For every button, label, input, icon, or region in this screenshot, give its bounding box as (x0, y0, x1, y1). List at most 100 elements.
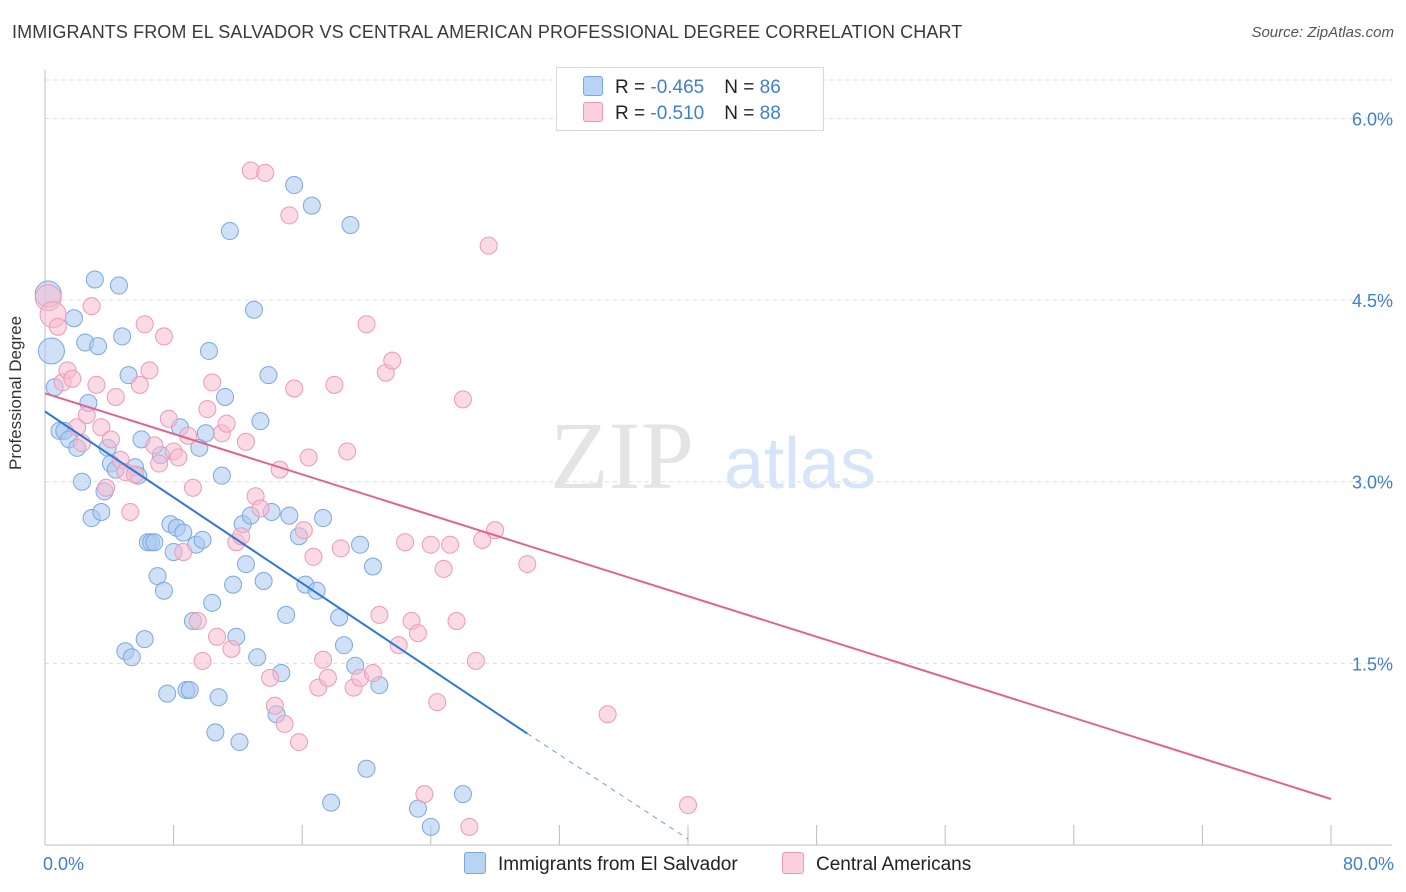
point-central-americans (325, 375, 344, 394)
point-central-americans (280, 206, 299, 225)
x-tick-label: 80.0% (1343, 854, 1394, 874)
point-central-americans (466, 651, 485, 670)
point-central-americans (106, 387, 125, 406)
point-el-salvador (351, 535, 370, 554)
point-central-americans (415, 785, 434, 804)
point-el-salvador (122, 648, 141, 667)
point-el-salvador (85, 270, 104, 289)
point-el-salvador (37, 337, 65, 365)
point-central-americans (130, 375, 149, 394)
point-el-salvador (109, 276, 128, 295)
point-el-salvador (64, 309, 83, 328)
point-el-salvador (322, 793, 341, 812)
y-axis-label: Professional Degree (6, 315, 25, 470)
point-el-salvador (174, 523, 193, 542)
point-central-americans (441, 535, 460, 554)
point-central-americans (370, 605, 389, 624)
point-el-salvador (203, 593, 222, 612)
point-el-salvador (180, 681, 199, 699)
point-central-americans (193, 651, 212, 670)
point-central-americans (261, 668, 280, 687)
point-el-salvador (206, 723, 225, 742)
series-central-americans-points (34, 161, 697, 836)
point-central-americans (314, 650, 333, 669)
point-el-salvador (92, 502, 111, 521)
point-central-americans (217, 414, 236, 433)
trend-lines (44, 392, 1332, 840)
watermark-atlas: atlas (724, 424, 876, 504)
point-el-salvador (285, 176, 304, 195)
watermark-zip: ZIP (550, 402, 694, 509)
y-tick-label: 3.0% (1352, 473, 1393, 493)
legend-n-value: 88 (759, 103, 781, 124)
point-central-americans (256, 163, 275, 182)
point-central-americans (48, 317, 67, 336)
point-el-salvador (280, 506, 299, 525)
point-central-americans (518, 555, 537, 574)
point-central-americans (63, 369, 82, 388)
point-central-americans (294, 521, 313, 540)
point-central-americans (357, 315, 376, 334)
point-central-americans (421, 535, 440, 554)
bottom-legend-label-el-salvador: Immigrants from El Salvador (498, 854, 738, 875)
trend-line-el-salvador (44, 410, 528, 735)
bottom-legend-swatch-pink (782, 852, 804, 874)
point-el-salvador (196, 424, 215, 443)
point-el-salvador (254, 572, 273, 591)
point-el-salvador (154, 581, 173, 600)
point-central-americans (479, 236, 498, 255)
point-central-americans (174, 542, 193, 561)
legend-r-label: R = (615, 77, 651, 98)
point-central-americans (598, 705, 617, 724)
point-central-americans (408, 624, 427, 643)
point-central-americans (145, 436, 164, 455)
point-el-salvador (216, 387, 235, 406)
point-el-salvador (209, 688, 228, 707)
point-central-americans (265, 696, 284, 715)
point-central-americans (140, 361, 159, 380)
point-central-americans (299, 448, 318, 467)
trend-line-el-salvador-extension (526, 733, 689, 840)
x-tick-label: 0.0% (43, 854, 84, 874)
legend-n-label: N = (724, 77, 760, 98)
y-tick-label: 6.0% (1352, 109, 1393, 129)
point-el-salvador (334, 636, 353, 655)
point-central-americans (82, 297, 101, 316)
legend-swatch-pink (583, 102, 603, 122)
tick-labels: 1.5% 3.0% 4.5% 6.0% 0.0% 80.0% (43, 109, 1394, 874)
bottom-legend-central-americans: Central Americans (782, 852, 971, 876)
point-el-salvador (158, 684, 177, 703)
point-el-salvador (314, 509, 333, 528)
point-central-americans (121, 502, 140, 521)
point-central-americans (87, 375, 106, 394)
point-central-americans (338, 442, 357, 461)
point-central-americans (304, 547, 323, 566)
point-el-salvador (193, 530, 212, 549)
point-el-salvador (135, 630, 154, 649)
point-central-americans (289, 733, 308, 752)
legend-r-label: R = (615, 103, 651, 124)
point-el-salvador (199, 341, 218, 360)
point-central-americans (363, 664, 382, 683)
point-central-americans (126, 465, 145, 484)
point-central-americans (92, 418, 111, 437)
point-central-americans (97, 478, 116, 497)
point-el-salvador (113, 327, 132, 346)
legend-r-value: -0.465 (650, 77, 705, 98)
point-el-salvador (72, 472, 91, 491)
point-central-americans (460, 817, 479, 836)
point-el-salvador (212, 466, 231, 485)
point-el-salvador (236, 555, 255, 574)
point-central-americans (183, 478, 202, 497)
point-el-salvador (259, 366, 278, 385)
point-central-americans (222, 639, 241, 658)
legend-r-value: -0.510 (650, 103, 705, 124)
source-label: Source: ZipAtlas.com (1251, 24, 1394, 41)
chart-title: IMMIGRANTS FROM EL SALVADOR VS CENTRAL A… (12, 22, 963, 42)
point-central-americans (101, 430, 120, 449)
point-central-americans (251, 499, 270, 518)
point-el-salvador (89, 337, 108, 356)
point-central-americans (285, 379, 304, 398)
point-el-salvador (363, 557, 382, 576)
